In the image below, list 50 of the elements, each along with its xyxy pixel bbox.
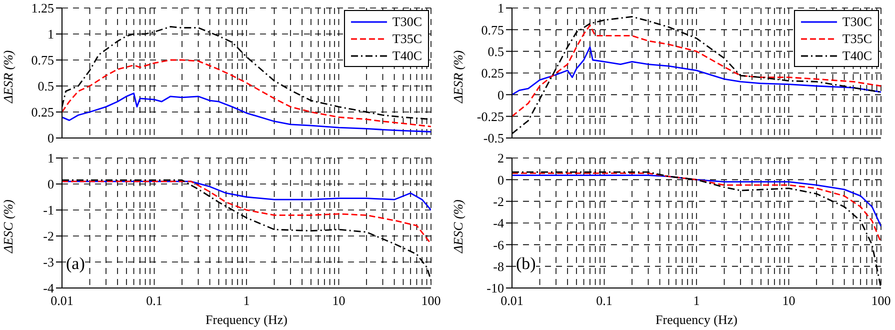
y-tick-label: -0.5	[483, 130, 504, 146]
annotation: (a)	[66, 254, 85, 274]
legend-label: T30C	[392, 13, 422, 30]
y-tick-label: -2	[493, 194, 504, 209]
x-tick-label: 1	[243, 293, 250, 308]
y-axis-title: ΔESR (%)	[450, 50, 466, 104]
y-tick-label: -3	[43, 254, 54, 270]
y-tick-label: 0	[498, 87, 504, 102]
x-tick-label: 10	[782, 293, 796, 308]
legend-label: T35C	[392, 30, 422, 47]
y-tick-label: 0.5	[488, 44, 504, 59]
y-tick-label: 1	[498, 0, 504, 16]
y-tick-label: 2	[498, 150, 504, 166]
y-axis-title: ΔESR (%)	[0, 50, 16, 104]
y-tick-label: 0.75	[31, 52, 54, 68]
y-tick-label: 1.25	[31, 0, 54, 16]
y-tick-label: -6	[493, 237, 504, 252]
y-tick-label: 1	[48, 150, 54, 166]
y-axis-title: ΔESC (%)	[450, 200, 466, 254]
y-tick-label: -0.25	[476, 108, 504, 124]
y-tick-label: 0.25	[31, 104, 54, 120]
y-tick-label: 0.25	[481, 66, 504, 81]
legend-label: T40C	[842, 47, 872, 64]
y-tick-label: 0	[498, 172, 504, 188]
x-tick-label: 0.1	[596, 293, 612, 308]
x-tick-label: 0.01	[500, 293, 524, 308]
y-tick-label: -2	[43, 228, 54, 244]
y-tick-label: -1	[43, 202, 54, 218]
y-tick-label: -8	[493, 258, 504, 274]
x-tick-label: 0.01	[50, 293, 74, 308]
legend-label: T40C	[392, 47, 422, 64]
y-axis-title: ΔESC (%)	[0, 200, 16, 254]
y-tick-label: 0.5	[38, 78, 54, 94]
x-tick-label: 1	[693, 293, 700, 308]
legend-label: T35C	[842, 30, 872, 47]
x-tick-label: 100	[421, 293, 441, 308]
x-tick-label: 0.1	[146, 293, 162, 308]
y-tick-label: 1	[48, 26, 54, 42]
y-tick-label: 0.75	[481, 22, 504, 38]
annotation: (b)	[516, 254, 536, 274]
x-axis-title: Frequency (Hz)	[656, 312, 738, 327]
y-tick-label: -4	[493, 216, 504, 231]
y-tick-label: -4	[43, 280, 54, 296]
y-tick-label: -10	[486, 280, 504, 296]
x-axis-title: Frequency (Hz)	[206, 312, 288, 327]
y-tick-label: 0	[48, 130, 54, 146]
y-tick-label: 0	[48, 176, 54, 192]
x-tick-label: 100	[871, 293, 891, 308]
x-tick-label: 10	[332, 293, 346, 308]
legend-label: T30C	[842, 13, 872, 30]
